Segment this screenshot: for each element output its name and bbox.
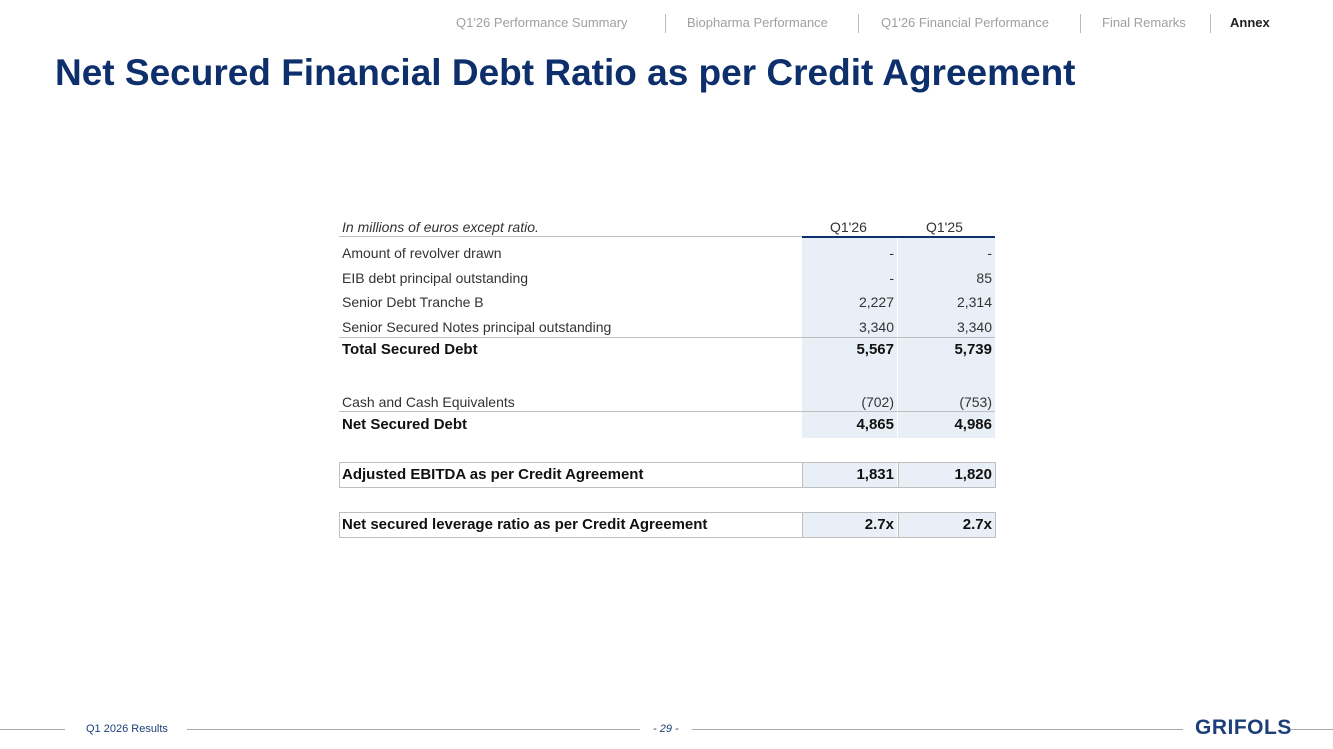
logo: GRIFOLS bbox=[1195, 716, 1292, 739]
row-label: EIB debt principal outstanding bbox=[342, 270, 529, 286]
cell-value: 4,865 bbox=[856, 416, 894, 433]
nav-item[interactable]: Annex bbox=[1230, 15, 1270, 30]
cell-value: 2.7x bbox=[962, 516, 992, 533]
cell-value: - bbox=[889, 270, 894, 286]
footer-label: Q1 2026 Results bbox=[86, 723, 168, 735]
cell-value: (753) bbox=[959, 394, 992, 410]
nav-item[interactable]: Final Remarks bbox=[1102, 15, 1186, 30]
slide-title: Net Secured Financial Debt Ratio as per … bbox=[55, 52, 1076, 93]
row-label: Total Secured Debt bbox=[342, 341, 478, 358]
cell-value: 1,820 bbox=[954, 466, 992, 483]
nav-item[interactable]: Q1'26 Performance Summary bbox=[456, 15, 628, 30]
row-label: Cash and Cash Equivalents bbox=[342, 394, 515, 410]
row-label: Adjusted EBITDA as per Credit Agreement bbox=[342, 466, 644, 483]
cell-value: 2.7x bbox=[864, 516, 894, 533]
table-header: In millions of euros except ratio. bbox=[342, 219, 539, 235]
cell-value: 5,739 bbox=[954, 341, 992, 358]
row-label: Senior Debt Tranche B bbox=[342, 294, 484, 310]
cell-value: 4,986 bbox=[954, 416, 992, 433]
cell-value: 85 bbox=[976, 270, 992, 286]
cell-value: 2,314 bbox=[956, 294, 992, 310]
cell-value: - bbox=[889, 245, 894, 261]
cell-value: 3,340 bbox=[956, 319, 992, 335]
cell-value: - bbox=[987, 245, 992, 261]
cell-value: (702) bbox=[861, 394, 894, 410]
row-label: Amount of revolver drawn bbox=[342, 245, 502, 261]
page-number: - 29 - bbox=[653, 723, 679, 735]
row-label: Net secured leverage ratio as per Credit… bbox=[342, 516, 708, 533]
cell-value: 1,831 bbox=[856, 466, 894, 483]
nav-item[interactable]: Q1'26 Financial Performance bbox=[881, 15, 1049, 30]
nav-item[interactable]: Biopharma Performance bbox=[687, 15, 828, 30]
cell-value: 3,340 bbox=[858, 319, 894, 335]
table-header: Q1'25 bbox=[926, 219, 963, 235]
row-label: Senior Secured Notes principal outstandi… bbox=[342, 319, 612, 335]
cell-value: 5,567 bbox=[856, 341, 894, 358]
cell-value: 2,227 bbox=[858, 294, 894, 310]
row-label: Net Secured Debt bbox=[342, 416, 468, 433]
table-header: Q1'26 bbox=[830, 219, 867, 235]
